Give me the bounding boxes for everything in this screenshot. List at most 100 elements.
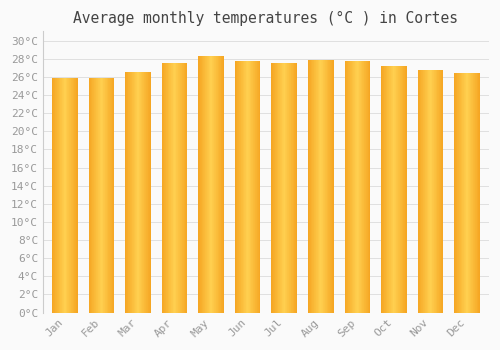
Bar [162, 63, 163, 313]
Bar [474, 73, 476, 313]
Bar [198, 56, 199, 313]
Bar [59, 78, 60, 313]
Bar [163, 63, 164, 313]
Bar [404, 66, 406, 313]
Bar [385, 66, 386, 313]
Bar [429, 70, 430, 313]
Bar [77, 78, 78, 313]
Bar [346, 61, 347, 313]
Bar [110, 78, 111, 313]
Bar [309, 61, 310, 313]
Bar [393, 66, 394, 313]
Bar [209, 56, 210, 313]
Bar [246, 61, 247, 313]
Bar [387, 66, 388, 313]
Bar [280, 63, 281, 313]
Bar [60, 78, 61, 313]
Bar [366, 61, 367, 313]
Bar [319, 61, 320, 313]
Bar [388, 66, 390, 313]
Bar [399, 66, 400, 313]
Bar [353, 61, 354, 313]
Bar [327, 61, 328, 313]
Bar [95, 78, 96, 313]
Bar [72, 78, 73, 313]
Bar [364, 61, 365, 313]
Bar [132, 72, 133, 313]
Bar [395, 66, 396, 313]
Bar [430, 70, 431, 313]
Bar [291, 63, 292, 313]
Bar [64, 78, 65, 313]
Bar [93, 78, 94, 313]
Bar [368, 61, 369, 313]
Bar [295, 63, 296, 313]
Bar [213, 56, 214, 313]
Bar [419, 70, 420, 313]
Bar [252, 61, 253, 313]
Bar [247, 61, 248, 313]
Bar [100, 78, 101, 313]
Bar [435, 70, 436, 313]
Bar [57, 78, 58, 313]
Bar [256, 61, 257, 313]
Bar [236, 61, 237, 313]
Bar [73, 78, 74, 313]
Bar [384, 66, 385, 313]
Bar [65, 78, 66, 313]
Bar [310, 61, 311, 313]
Bar [107, 78, 108, 313]
Bar [136, 72, 138, 313]
Bar [466, 73, 467, 313]
Bar [148, 72, 149, 313]
Bar [131, 72, 132, 313]
Bar [360, 61, 361, 313]
Bar [67, 78, 68, 313]
Bar [75, 78, 76, 313]
Bar [201, 56, 202, 313]
Bar [347, 61, 348, 313]
Bar [308, 61, 309, 313]
Bar [176, 63, 177, 313]
Bar [74, 78, 75, 313]
Bar [218, 56, 219, 313]
Bar [433, 70, 434, 313]
Bar [144, 72, 145, 313]
Bar [427, 70, 428, 313]
Bar [471, 73, 472, 313]
Bar [331, 61, 332, 313]
Bar [101, 78, 102, 313]
Bar [461, 73, 462, 313]
Bar [167, 63, 168, 313]
Bar [436, 70, 437, 313]
Bar [174, 63, 175, 313]
Bar [369, 61, 370, 313]
Bar [58, 78, 59, 313]
Bar [312, 61, 313, 313]
Bar [286, 63, 287, 313]
Bar [108, 78, 109, 313]
Bar [199, 56, 200, 313]
Bar [94, 78, 95, 313]
Bar [130, 72, 131, 313]
Bar [133, 72, 134, 313]
Bar [138, 72, 140, 313]
Bar [238, 61, 240, 313]
Bar [109, 78, 110, 313]
Bar [180, 63, 181, 313]
Bar [141, 72, 142, 313]
Bar [324, 61, 325, 313]
Bar [401, 66, 402, 313]
Bar [170, 63, 172, 313]
Bar [169, 63, 170, 313]
Bar [320, 61, 321, 313]
Bar [421, 70, 422, 313]
Bar [125, 72, 126, 313]
Bar [98, 78, 99, 313]
Bar [149, 72, 150, 313]
Bar [392, 66, 393, 313]
Bar [92, 78, 93, 313]
Bar [112, 78, 113, 313]
Bar [288, 63, 290, 313]
Bar [111, 78, 112, 313]
